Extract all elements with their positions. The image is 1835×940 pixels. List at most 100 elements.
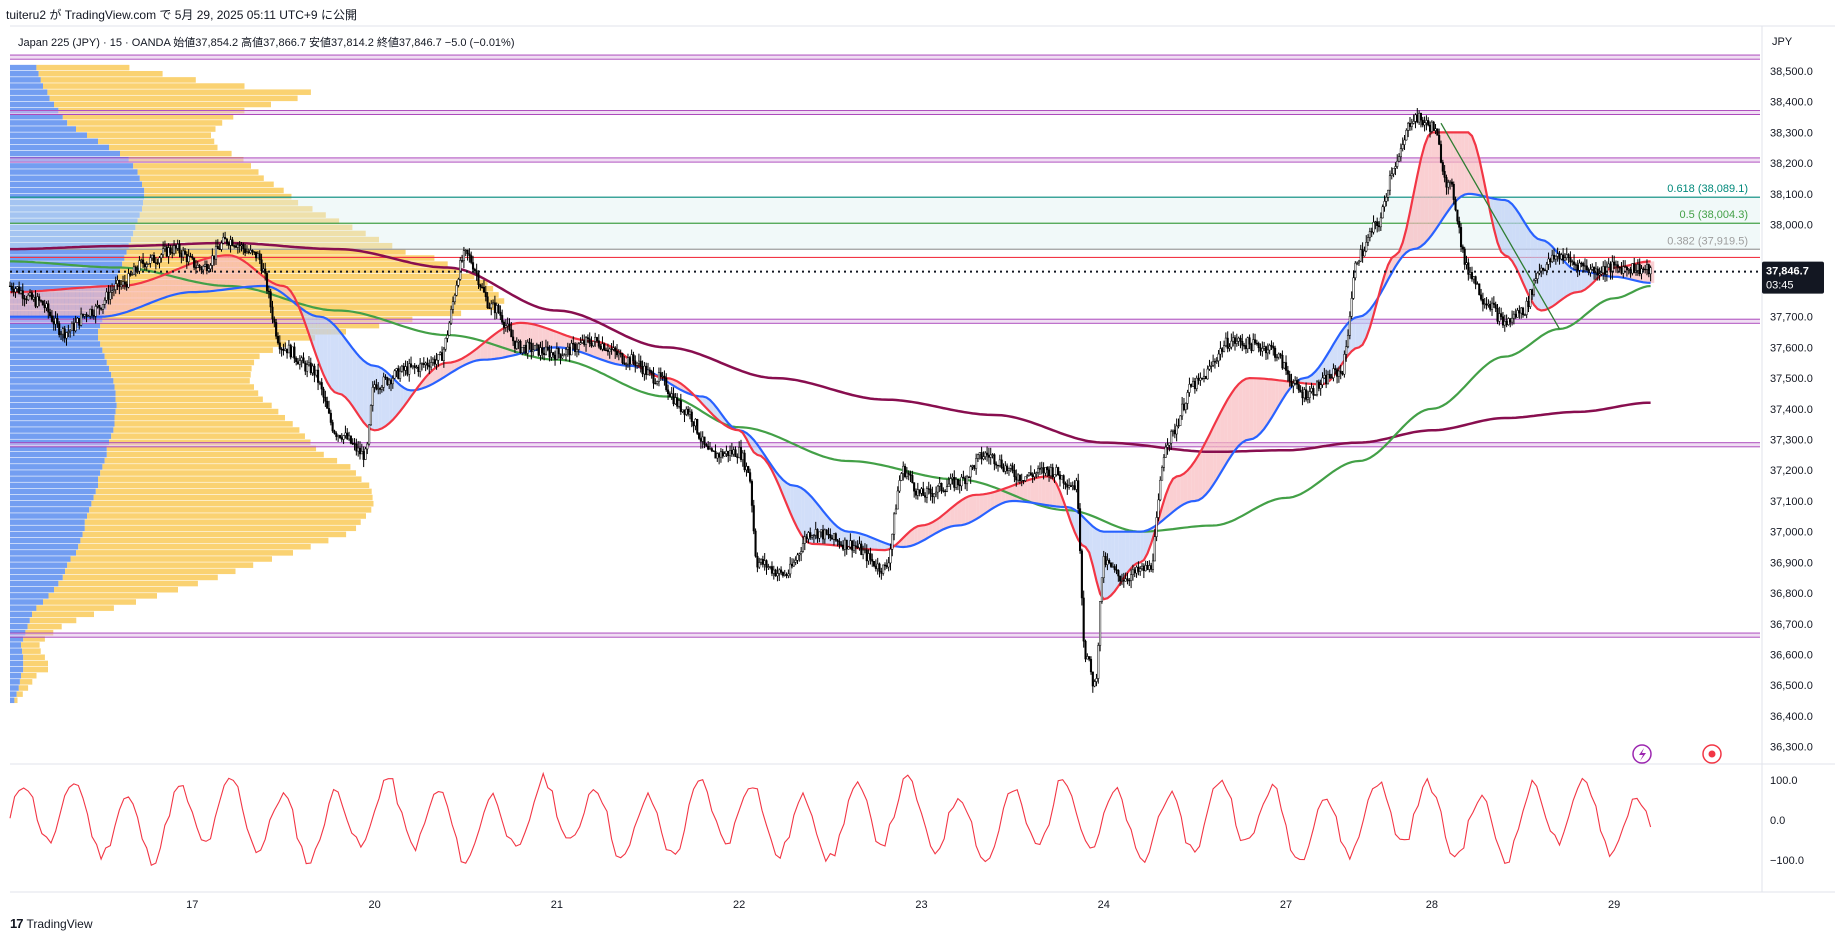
tradingview-footer[interactable]: 17 TradingView: [10, 916, 93, 931]
candle-body: [1279, 353, 1282, 356]
candle-body: [659, 372, 662, 377]
candle-body: [528, 341, 531, 344]
candle-body: [222, 237, 225, 244]
cloud-fill-bull: [188, 263, 193, 293]
vp-bar-sell: [133, 230, 366, 237]
currency-label[interactable]: JPY: [1772, 36, 1793, 48]
candle-body: [1376, 221, 1379, 226]
cloud-fill-bear: [345, 338, 350, 402]
cloud-fill-bull: [553, 330, 557, 348]
candle-body: [1461, 246, 1464, 250]
candle-body: [665, 377, 668, 391]
cloud-fill-bull: [1457, 132, 1462, 200]
candle-body: [1552, 254, 1556, 260]
candle-body: [380, 387, 383, 390]
vp-bar-buy: [10, 77, 41, 83]
vp-bar-sell: [78, 543, 311, 550]
cloud-fill-bull: [1045, 476, 1050, 506]
cloud-fill-bear: [1085, 519, 1090, 553]
price-axis[interactable]: 38,500.0 38,400.0 38,300.0 38,200.0 38,100.0…: [1770, 66, 1813, 754]
candle-body: [778, 569, 781, 574]
cloud-fill-bear: [1555, 250, 1560, 305]
candle-body: [913, 482, 916, 492]
candle-body: [1323, 375, 1326, 379]
candle-body: [1254, 339, 1257, 344]
vp-bar-buy: [10, 89, 48, 95]
candle-body: [566, 346, 569, 350]
candle-body: [552, 352, 555, 356]
candle-body: [785, 574, 788, 576]
cloud-fill-bear: [1563, 259, 1567, 299]
candle-body: [1625, 266, 1628, 271]
candle-body: [1470, 272, 1474, 280]
candle-body: [327, 408, 331, 414]
candle-body: [1263, 346, 1266, 349]
candle-body: [1091, 671, 1094, 687]
candle-body: [1480, 294, 1483, 300]
candle-body: [1035, 472, 1038, 474]
time-axis[interactable]: 17 20 21 22 23 24 27 28 29: [186, 899, 1620, 911]
vp-bar-sell: [104, 310, 462, 317]
candle-body: [1496, 308, 1499, 322]
candle-body: [1137, 566, 1140, 572]
candle-body: [1053, 474, 1056, 478]
cloud-fill-bull: [159, 275, 164, 300]
candle-body: [1264, 346, 1268, 354]
candle-body: [1168, 442, 1171, 446]
candle-body: [1441, 162, 1444, 172]
candle-body: [1388, 175, 1391, 191]
candle-body: [1447, 182, 1450, 188]
candle-body: [1301, 391, 1304, 399]
candle-body: [1551, 254, 1554, 262]
candle-body: [725, 450, 728, 454]
candle-body: [1033, 473, 1036, 477]
candle-body: [211, 255, 214, 266]
cloud-fill-bull: [1446, 132, 1451, 214]
candle-body: [1002, 467, 1005, 472]
candle-body: [446, 334, 449, 339]
candle-body: [1516, 310, 1519, 318]
candle-body: [1299, 389, 1302, 393]
cloud-fill-bear: [1114, 531, 1119, 592]
candle-body: [1500, 313, 1503, 317]
record-icon: [1702, 744, 1722, 764]
candle-body: [282, 349, 285, 351]
candle-body: [1622, 266, 1625, 274]
candle-body: [1197, 377, 1200, 381]
cloud-fill-bull: [1424, 135, 1429, 244]
cloud-fill-bear: [801, 487, 805, 540]
candle-body: [539, 347, 542, 356]
candle-body: [391, 378, 394, 385]
vp-bar-buy: [10, 175, 140, 181]
cloud-fill-bull: [1235, 384, 1239, 451]
vp-bar-buy: [10, 525, 85, 532]
candle-body: [1361, 249, 1364, 257]
candle-body: [863, 549, 866, 551]
candle-body: [1093, 681, 1096, 687]
candle-body: [1478, 283, 1481, 296]
candle-body: [1186, 392, 1189, 404]
candle-body: [969, 466, 972, 478]
vp-bar-sell: [98, 482, 370, 489]
cloud-fill-bull: [1027, 479, 1031, 503]
candle-body: [654, 382, 657, 385]
cloud-fill-bull: [443, 362, 448, 378]
candle-body: [1046, 467, 1049, 471]
candle-body: [329, 412, 332, 423]
last-price-label: 37,846.7: [1766, 266, 1809, 278]
cloud-fill-bull: [972, 494, 977, 522]
candle-body: [1195, 377, 1198, 389]
candle-body: [101, 304, 105, 310]
candle-body: [78, 318, 81, 326]
candle-body: [643, 365, 646, 375]
candle-body: [727, 450, 730, 457]
vp-bar-sell: [43, 599, 136, 605]
vp-bar-buy: [10, 531, 83, 538]
vp-bar-sell: [87, 132, 211, 138]
candle-body: [1507, 318, 1510, 326]
cloud-fill-bull: [214, 256, 218, 291]
vp-bar-sell: [32, 611, 94, 618]
cloud-fill-bear: [1070, 507, 1075, 532]
candle-body: [739, 447, 743, 460]
